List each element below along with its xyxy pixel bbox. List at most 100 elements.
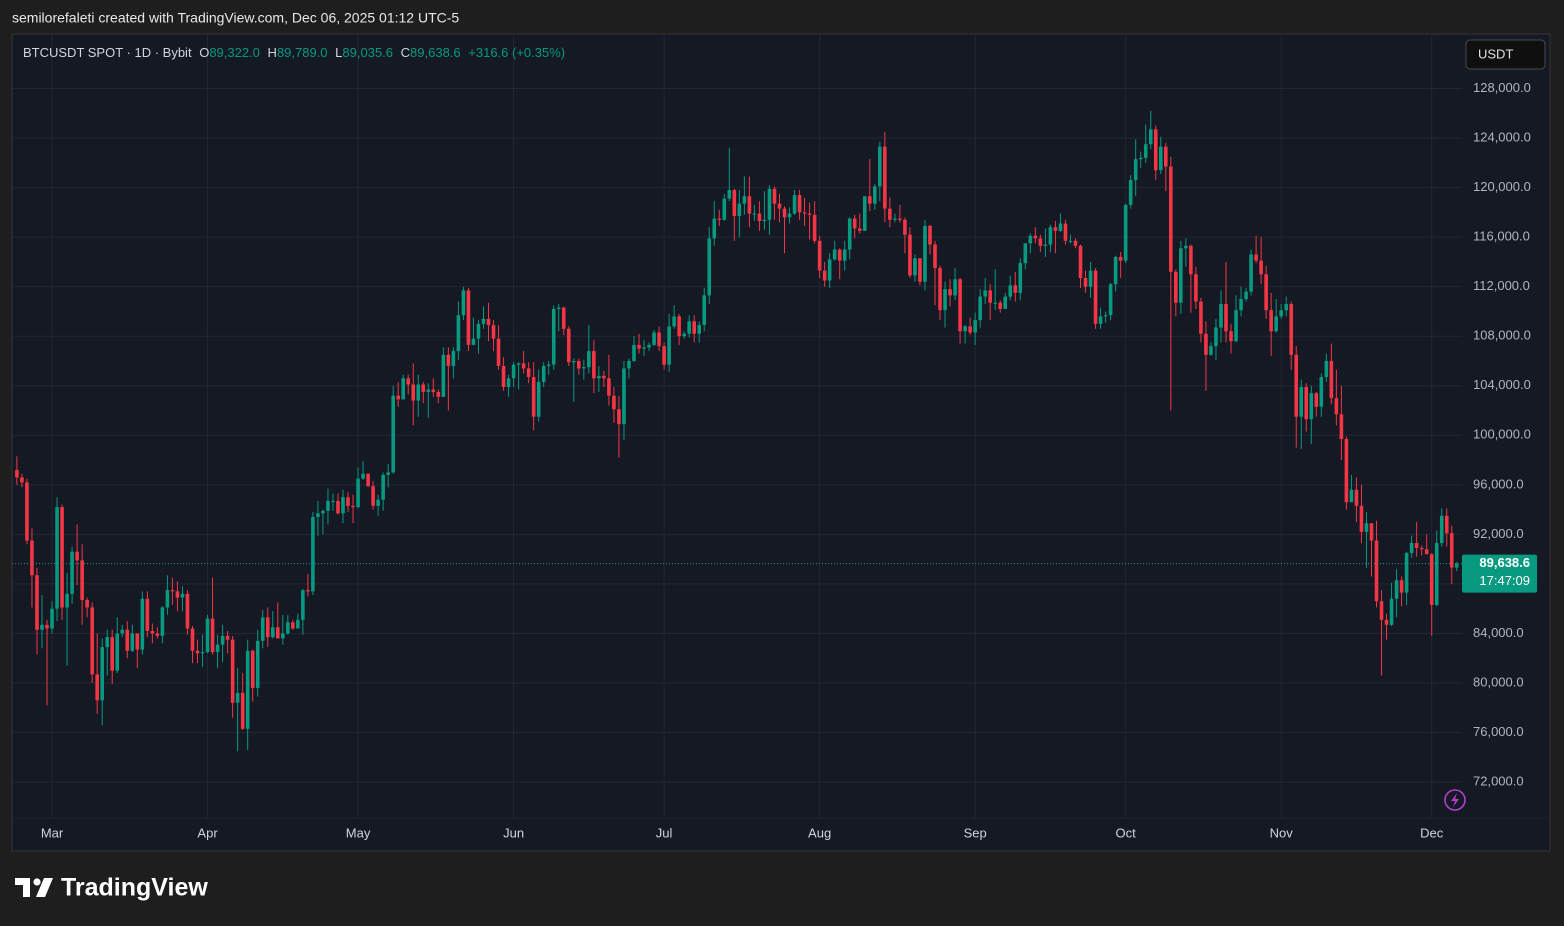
candle-body — [1073, 240, 1078, 246]
candle-body — [1224, 304, 1228, 332]
candle-body — [1058, 223, 1063, 231]
candle-body — [225, 635, 230, 640]
x-tick-label: Oct — [1116, 825, 1137, 840]
candle-body — [270, 627, 275, 638]
candle-body — [521, 363, 526, 369]
candle-body — [260, 617, 265, 641]
candle-body — [50, 608, 54, 629]
candle-body — [551, 308, 556, 365]
candle-body — [867, 196, 872, 204]
candle-body — [943, 289, 947, 311]
candle-body — [481, 318, 486, 324]
candle-body — [15, 469, 19, 478]
candle-body — [1329, 360, 1334, 399]
alert-icon[interactable] — [1444, 789, 1466, 811]
ohlc-key: O — [199, 45, 209, 60]
candle-body — [356, 478, 360, 508]
alert-circle[interactable] — [1444, 789, 1466, 811]
x-tick-label: Aug — [808, 825, 831, 840]
candle-body — [797, 195, 802, 213]
candle-body — [802, 212, 807, 214]
candle-body — [411, 384, 416, 401]
candle-body — [918, 258, 922, 282]
candle-body — [612, 395, 616, 410]
candle-body — [1394, 580, 1399, 599]
candle-body — [1239, 299, 1243, 311]
brand-logo — [15, 878, 53, 897]
candle-body — [496, 338, 501, 366]
candle-body — [938, 268, 942, 311]
candle-body — [878, 146, 882, 187]
candle-body — [1404, 552, 1409, 593]
candle-body — [426, 389, 431, 392]
candle-body — [301, 590, 305, 620]
candle-body — [255, 640, 260, 688]
candle-body — [55, 507, 59, 609]
candle-body — [637, 344, 641, 349]
candle-body — [847, 218, 852, 250]
candle-body — [983, 290, 987, 297]
candle-body — [165, 590, 170, 608]
candle-body — [95, 674, 99, 701]
candle-body — [1133, 159, 1138, 181]
candle-body — [341, 497, 345, 514]
logo-dot — [33, 878, 41, 886]
candle-body — [451, 351, 456, 366]
candle-body — [712, 218, 717, 239]
candle-body — [933, 244, 937, 269]
candle-body — [888, 208, 892, 220]
candle-body — [1244, 291, 1248, 300]
candle-body — [1113, 256, 1118, 285]
currency-button-label[interactable]: USDT — [1478, 46, 1513, 61]
candle-body — [286, 622, 290, 634]
currency-button[interactable] — [1465, 39, 1546, 70]
grid — [12, 34, 1462, 818]
y-tick-label: 84,000.0 — [1473, 625, 1524, 640]
candle-body — [1289, 304, 1294, 355]
candle-body — [928, 225, 932, 245]
candle-body — [476, 323, 481, 339]
candle-body — [1078, 245, 1083, 278]
candle-body — [873, 186, 877, 204]
candle-body — [65, 593, 69, 608]
candle-body — [1088, 270, 1093, 287]
candle-body — [988, 290, 992, 303]
change: +316.6 (+0.35%) — [468, 45, 565, 60]
candle-body — [948, 289, 952, 296]
candle-body — [787, 213, 792, 218]
candle-body — [486, 318, 491, 326]
candle-body — [1429, 554, 1434, 605]
candle-body — [1309, 393, 1314, 420]
candle-body — [401, 378, 406, 400]
candle-body — [45, 624, 49, 629]
candle-body — [1194, 274, 1198, 302]
candle-body — [852, 218, 857, 229]
candle-body — [807, 213, 812, 215]
candle-body — [1008, 285, 1013, 297]
candle-body — [1444, 515, 1449, 534]
candle-body — [291, 622, 295, 629]
y-tick-label: 92,000.0 — [1473, 526, 1524, 541]
alert-bolt[interactable] — [1451, 793, 1459, 807]
candle-body — [561, 307, 566, 329]
candle-body — [602, 375, 606, 379]
y-tick-label: 76,000.0 — [1473, 724, 1524, 739]
candle-body — [180, 593, 185, 598]
candle-body — [366, 473, 370, 487]
candle-body — [316, 513, 320, 518]
candle-body — [441, 354, 446, 397]
candle-body — [883, 146, 887, 209]
x-tick-label: Jul — [656, 825, 673, 840]
candle-body — [667, 326, 671, 365]
candle-body — [812, 214, 817, 241]
candle-body — [511, 364, 516, 379]
logo-slash — [36, 878, 53, 897]
candle-body — [1399, 580, 1404, 593]
candle-body — [1294, 354, 1299, 417]
x-tick-label: Apr — [197, 825, 218, 840]
candle-body — [1219, 304, 1223, 328]
candle-body — [396, 395, 400, 400]
candle-body — [1439, 515, 1444, 544]
y-tick-label: 112,000.0 — [1473, 278, 1530, 293]
candle-body — [617, 409, 621, 425]
